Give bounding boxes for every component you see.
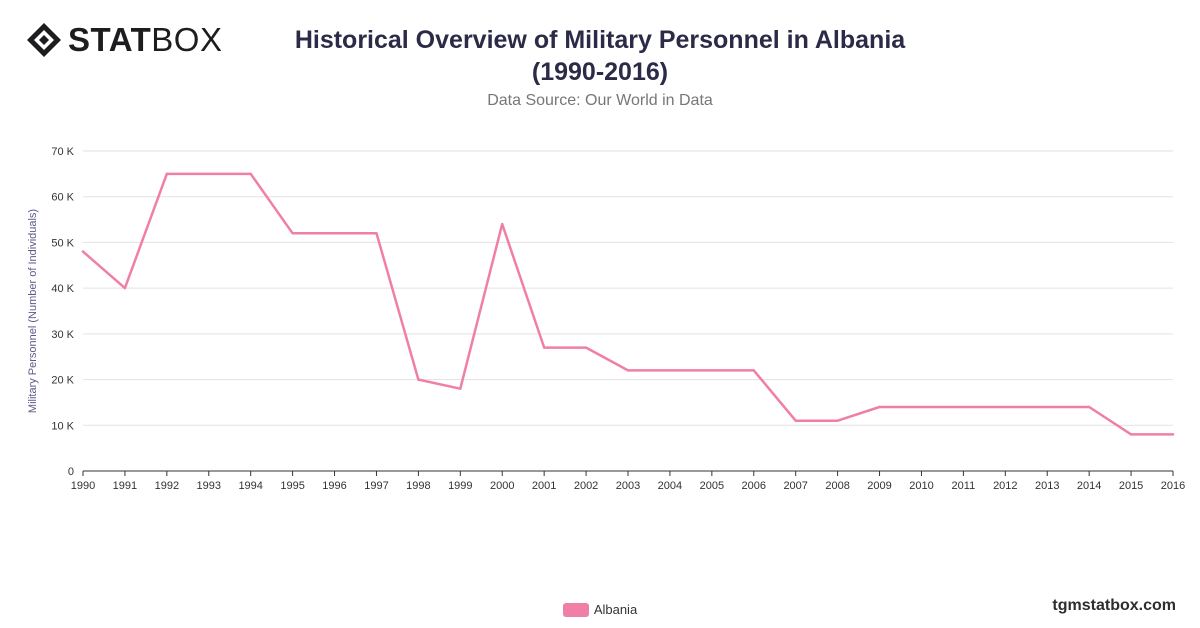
chart-title-line2: (1990-2016)	[531, 58, 669, 86]
data-point	[123, 286, 127, 290]
legend-label-albania: Albania	[593, 602, 638, 617]
x-tick-label: 2009	[867, 480, 891, 492]
x-tick-label: 1995	[280, 480, 304, 492]
x-tick-label: 2007	[783, 480, 807, 492]
data-point	[794, 419, 797, 422]
brand-wordmark: STATBOX	[68, 22, 222, 58]
chart-legend[interactable]: Albania	[0, 602, 1200, 617]
data-point	[1046, 405, 1049, 409]
x-tick-label: 1997	[364, 480, 388, 492]
data-point	[920, 405, 923, 409]
y-axis-title: Military Personnel (Number of Individual…	[27, 209, 39, 413]
x-tick-label: 2005	[700, 480, 724, 492]
y-tick-label: 70 K	[51, 146, 74, 158]
data-point	[878, 405, 881, 409]
data-point	[81, 250, 85, 253]
data-point	[333, 232, 336, 235]
data-point	[710, 369, 714, 372]
x-tick-label: 1994	[238, 480, 262, 492]
x-tick-label: 1991	[113, 480, 137, 492]
data-point	[1129, 433, 1133, 436]
brand-logo: STATBOX	[26, 22, 222, 58]
y-tick-label: 20 K	[51, 375, 74, 387]
data-point	[417, 378, 420, 381]
x-tick-label: 2003	[616, 480, 640, 492]
diamond-logo-icon	[27, 23, 61, 57]
x-tick-label: 2006	[742, 480, 766, 492]
data-point	[752, 369, 755, 372]
chart-title-line1: Historical Overview of Military Personne…	[294, 26, 906, 54]
data-point	[836, 419, 839, 422]
x-tick-label: 2014	[1077, 480, 1101, 492]
x-tick-label: 2011	[952, 480, 976, 492]
x-tick-label: 2002	[574, 480, 598, 492]
data-point	[584, 346, 588, 349]
legend-swatch-albania	[562, 602, 589, 617]
x-tick-label: 2012	[993, 480, 1017, 492]
y-tick-label: 50 K	[51, 237, 74, 249]
y-tick-label: 10 K	[51, 420, 74, 432]
y-tick-label: 60 K	[51, 192, 74, 204]
data-point	[207, 172, 210, 176]
x-tick-label: 2008	[825, 480, 849, 492]
data-point	[165, 172, 169, 176]
data-point	[375, 232, 378, 235]
x-tick-label: 1996	[322, 480, 346, 492]
y-tick-label: 30 K	[51, 329, 74, 341]
footer-site[interactable]: tgmstatbox.com	[1052, 597, 1176, 614]
y-tick-label: 0	[68, 466, 74, 478]
data-point	[668, 369, 672, 372]
x-tick-label: 2004	[658, 480, 682, 492]
data-point	[501, 222, 504, 226]
data-point	[1087, 405, 1091, 409]
series-line-albania	[81, 172, 1175, 436]
x-tick-label: 1990	[71, 480, 95, 492]
brand-bold-text: STAT	[68, 21, 152, 58]
data-point	[1004, 405, 1007, 409]
data-point	[962, 405, 965, 409]
data-point	[626, 369, 630, 372]
x-tick-label: 1992	[155, 480, 179, 492]
x-tick-label: 2000	[490, 480, 514, 492]
y-tick-label: 40 K	[51, 283, 74, 295]
data-point	[291, 232, 294, 235]
brand-light-text: BOX	[151, 21, 223, 58]
x-tick-label: 2015	[1119, 480, 1143, 492]
chart-subtitle: Data Source: Our World in Data	[487, 92, 713, 109]
x-tick-label: 1998	[406, 480, 430, 492]
data-point	[459, 387, 462, 390]
x-tick-label: 2001	[532, 480, 556, 492]
x-tick-label: 1999	[448, 480, 472, 492]
x-tick-label: 2010	[909, 480, 933, 492]
chart-title: Historical Overview of Military Personne…	[246, 24, 954, 88]
data-point	[1171, 433, 1175, 436]
data-point	[542, 346, 546, 349]
x-tick-label: 2016	[1161, 480, 1185, 492]
x-tick-label: 2013	[1035, 480, 1059, 492]
x-tick-label: 1993	[197, 480, 221, 492]
data-point	[249, 172, 252, 176]
